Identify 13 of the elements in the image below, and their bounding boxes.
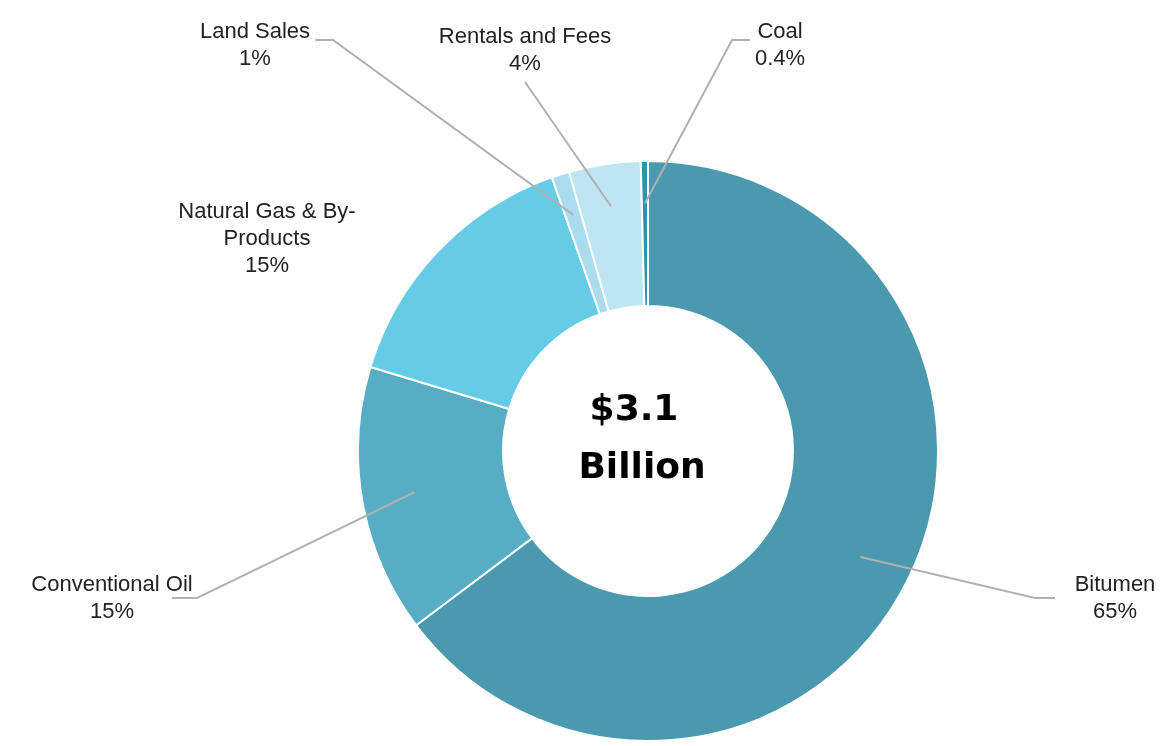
data-label: 1% — [239, 45, 271, 71]
slice-label: Coal — [757, 18, 803, 44]
slice-label: Rentals and Fees — [438, 23, 612, 49]
text: $3.1 Billion — [578, 387, 706, 487]
slice-label: Conventional Oil — [31, 571, 193, 597]
data-label: 4% — [509, 50, 541, 76]
slice-label: Land Sales — [199, 18, 311, 44]
data-label: 15% — [244, 252, 290, 278]
data-label: 65% — [1092, 598, 1138, 624]
slice-label: Natural Gas & By-Products — [178, 198, 356, 251]
data-label: 0.4% — [754, 45, 806, 71]
data-label: 15% — [89, 598, 135, 624]
slice-label: Bitumen — [1074, 571, 1156, 597]
